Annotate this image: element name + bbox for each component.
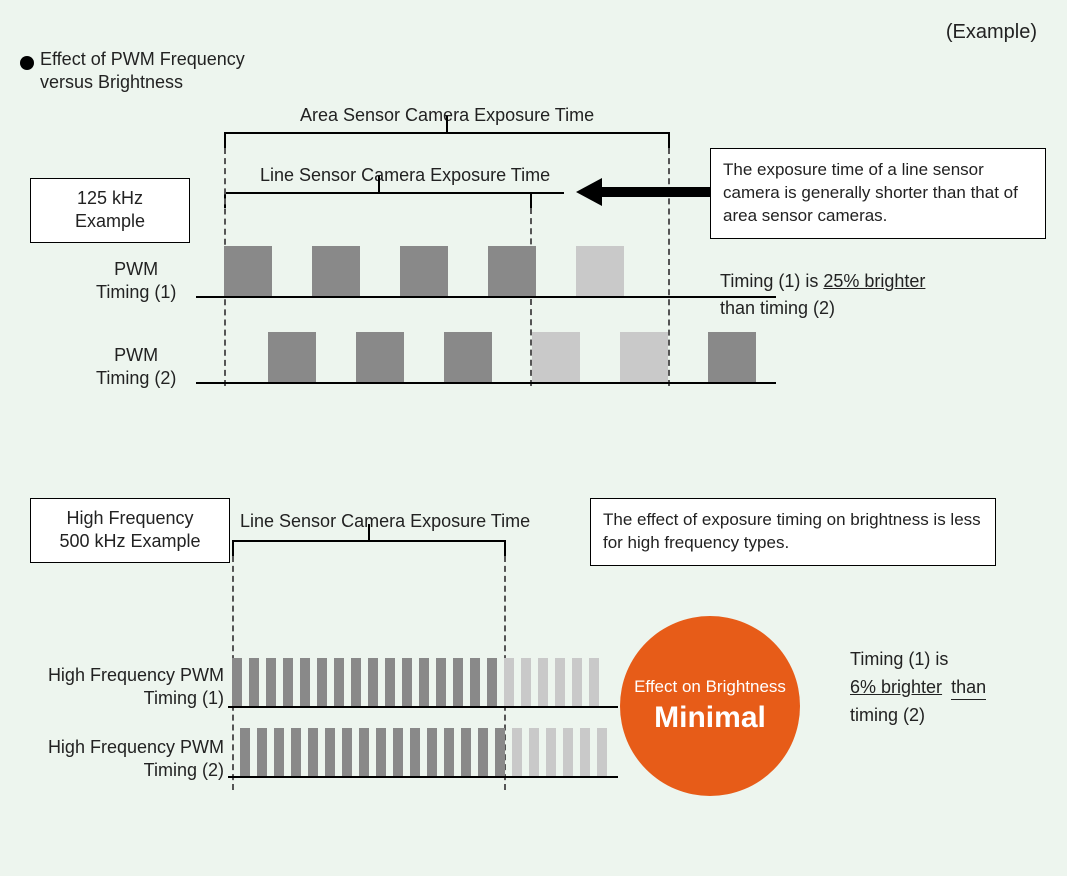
line-bracket-stem-2	[368, 524, 370, 540]
area-bracket-top	[224, 132, 670, 134]
pwm-timing2-l2: Timing (2)	[96, 368, 176, 388]
t25-pre: Timing (1) is	[720, 271, 823, 291]
arrow-left-icon	[576, 178, 602, 206]
t25-u: 25% brighter	[823, 271, 925, 291]
hfpwm1-l2: Timing (1)	[144, 688, 224, 708]
line-bracket-stem-1	[378, 176, 380, 192]
t6-post: timing (2)	[850, 705, 925, 725]
t6-pre: Timing (1) is	[850, 649, 948, 669]
line-bracket-tick-r-2	[504, 540, 506, 556]
dash-v-1c	[668, 148, 670, 386]
line-bracket-top-1	[224, 192, 532, 194]
badge-l2: Minimal	[654, 701, 766, 735]
arrow-shaft	[602, 187, 710, 197]
pwm-timing1-l1: PWM	[114, 259, 158, 279]
hfpwm-timing2-label: High Frequency PWM Timing (2)	[14, 736, 224, 781]
box-125khz: 125 kHz Example	[30, 178, 190, 243]
t6-u: 6% brighter	[850, 677, 942, 697]
line-bracket-tick-r-1	[530, 192, 532, 208]
line-sensor-label-1: Line Sensor Camera Exposure Time	[260, 164, 550, 187]
pwm-timing2-l1: PWM	[114, 345, 158, 365]
hfpwm-timing1-label: High Frequency PWM Timing (1)	[14, 664, 224, 709]
badge-minimal: Effect on Brightness Minimal	[620, 616, 800, 796]
line-sensor-label-2: Line Sensor Camera Exposure Time	[240, 510, 530, 533]
t6-than: than	[951, 677, 986, 700]
pwm-timing2-label: PWM Timing (2)	[96, 344, 176, 389]
box-125khz-l2: Example	[75, 211, 145, 231]
box-500khz: High Frequency 500 kHz Example	[30, 498, 230, 563]
area-bracket-stem	[446, 116, 448, 132]
callout-exposure-time: The exposure time of a line sensor camer…	[710, 148, 1046, 239]
hfpwm2-l2: Timing (2)	[144, 760, 224, 780]
timing-25-text: Timing (1) is 25% brighter than timing (…	[720, 268, 925, 322]
timing-6-text: Timing (1) is 6% brighter than timing (2…	[850, 646, 986, 730]
area-bracket-tick-r	[668, 132, 670, 148]
box-125khz-l1: 125 kHz	[77, 188, 143, 208]
t25-post: than timing (2)	[720, 298, 835, 318]
area-bracket-tick-l	[224, 132, 226, 148]
callout-high-freq: The effect of exposure timing on brightn…	[590, 498, 996, 566]
title-line2: versus Brightness	[40, 72, 183, 92]
line-bracket-top-2	[232, 540, 506, 542]
pwm-timing1-l2: Timing (1)	[96, 282, 176, 302]
box-500khz-l1: High Frequency	[66, 508, 193, 528]
pwm-timing1-label: PWM Timing (1)	[96, 258, 176, 303]
box-500khz-l2: 500 kHz Example	[59, 531, 200, 551]
title-line1: Effect of PWM Frequency	[40, 49, 245, 69]
page-title: Effect of PWM Frequency versus Brightnes…	[40, 48, 245, 93]
example-tag: (Example)	[946, 20, 1037, 45]
line-bracket-lead	[532, 192, 564, 194]
line-bracket-tick-l-2	[232, 540, 234, 556]
bullet-icon	[20, 56, 34, 70]
hfpwm1-l1: High Frequency PWM	[48, 665, 224, 685]
badge-l1: Effect on Brightness	[634, 677, 786, 697]
hfpwm2-l1: High Frequency PWM	[48, 737, 224, 757]
